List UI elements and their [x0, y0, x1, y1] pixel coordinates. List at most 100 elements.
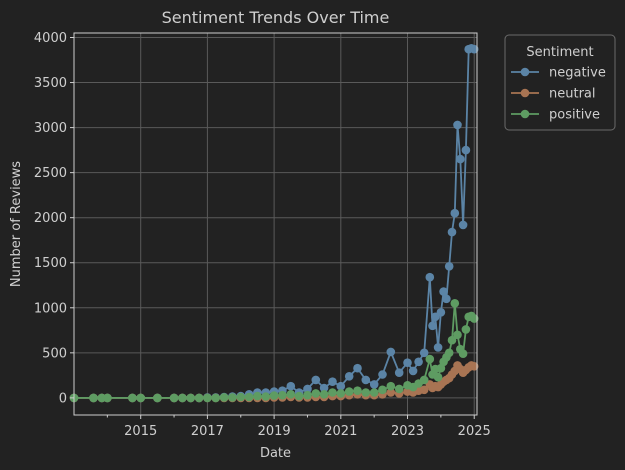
positive-point: [228, 393, 237, 402]
negative-point: [414, 357, 423, 367]
positive-point: [194, 393, 204, 403]
negative-point: [311, 375, 321, 385]
positive-point: [136, 393, 145, 403]
negative-point: [408, 366, 418, 376]
negative-point: [386, 347, 396, 357]
positive-point: [186, 393, 195, 403]
plot-frame: [73, 32, 478, 416]
x-tick-label: 2023: [391, 424, 424, 439]
positive-point: [336, 389, 346, 398]
positive-point: [433, 372, 443, 382]
legend-item-positive: positive: [511, 108, 600, 123]
legend-swatch-marker: [520, 88, 530, 98]
positive-point: [447, 335, 457, 345]
negative-point: [394, 368, 404, 378]
y-tick-label: 500: [42, 346, 67, 361]
neutral-point: [386, 388, 396, 397]
positive-point: [253, 391, 262, 401]
positive-point: [328, 388, 337, 397]
positive-point: [303, 390, 312, 400]
positive-point: [89, 393, 98, 403]
x-tick-label: 2015: [124, 424, 157, 439]
negative-point: [303, 384, 312, 394]
positive-point: [453, 330, 462, 340]
positive-point: [444, 348, 454, 358]
positive-point: [311, 389, 321, 398]
x-axis-label: Date: [260, 446, 291, 461]
negative-point: [369, 380, 379, 389]
negative-point: [450, 208, 460, 218]
y-tick-label: 0: [59, 391, 67, 406]
legend-swatch-marker: [520, 109, 530, 119]
positive-point: [103, 393, 112, 403]
negative-point: [447, 227, 457, 237]
negative-point: [286, 381, 296, 391]
negative-point: [336, 381, 346, 391]
negative-point: [456, 154, 465, 164]
legend: Sentiment negative neutral positive: [504, 34, 616, 131]
positive-point: [211, 393, 220, 403]
negative-point: [419, 348, 429, 358]
negative-point: [433, 343, 443, 352]
positive-point: [269, 391, 279, 400]
positive-point: [450, 299, 460, 308]
legend-label: neutral: [549, 87, 596, 102]
positive-point: [419, 375, 429, 385]
negative-point: [361, 375, 371, 385]
positive-point: [361, 388, 371, 397]
x-tick-label: 2019: [258, 424, 291, 439]
negative-point: [458, 220, 468, 230]
y-axis-label: Number of Reviews: [9, 161, 24, 287]
positive-point: [469, 314, 479, 323]
legend-label: negative: [549, 66, 606, 81]
positive-point: [344, 387, 354, 396]
positive-point: [219, 393, 229, 402]
legend-box: [504, 34, 616, 131]
y-tick-label: 3000: [34, 121, 67, 136]
positive-point: [128, 393, 137, 403]
x-tick-label: 2025: [458, 424, 491, 439]
positive-point: [286, 390, 296, 399]
negative-point: [436, 308, 446, 317]
x-tick-label: 2017: [191, 424, 224, 439]
y-tick-label: 1500: [34, 256, 67, 271]
positive-point: [261, 392, 271, 401]
x-tick-label: 2021: [324, 424, 357, 439]
positive-point: [394, 384, 404, 394]
negative-point: [425, 272, 435, 282]
positive-point: [178, 393, 187, 403]
negative-point: [328, 377, 337, 387]
positive-point: [458, 349, 468, 359]
legend-item-negative: negative: [511, 66, 606, 81]
negative-point: [344, 372, 354, 381]
negative-point: [319, 383, 329, 393]
negative-point: [469, 44, 479, 54]
legend-label: positive: [549, 108, 600, 123]
chart-title: Sentiment Trends Over Time: [162, 8, 390, 27]
positive-point: [425, 354, 435, 364]
y-tick-label: 2000: [34, 211, 67, 226]
positive-point: [236, 392, 246, 402]
positive-point: [378, 385, 387, 395]
negative-point: [461, 145, 471, 155]
positive-point: [169, 393, 179, 403]
positive-point: [278, 390, 287, 400]
y-tick-label: 4000: [34, 31, 67, 46]
negative-point: [403, 358, 412, 368]
negative-point: [353, 363, 362, 373]
negative-point: [378, 370, 387, 379]
positive-point: [369, 388, 379, 397]
y-tick-label: 1000: [34, 301, 67, 316]
negative-point: [444, 262, 454, 271]
negative-point: [453, 120, 462, 130]
y-tick-label: 2500: [34, 166, 67, 181]
neutral-point: [419, 385, 429, 395]
legend-swatch-marker: [520, 67, 530, 77]
positive-point: [386, 381, 396, 391]
tick-layer: 0 500 1000 1500 2000 2500 3000 3500 4000 2015 2017…: [34, 31, 491, 439]
legend-item-neutral: neutral: [511, 87, 596, 102]
positive-point: [294, 391, 304, 401]
grid: [74, 33, 477, 415]
legend-title: Sentiment: [526, 45, 593, 60]
